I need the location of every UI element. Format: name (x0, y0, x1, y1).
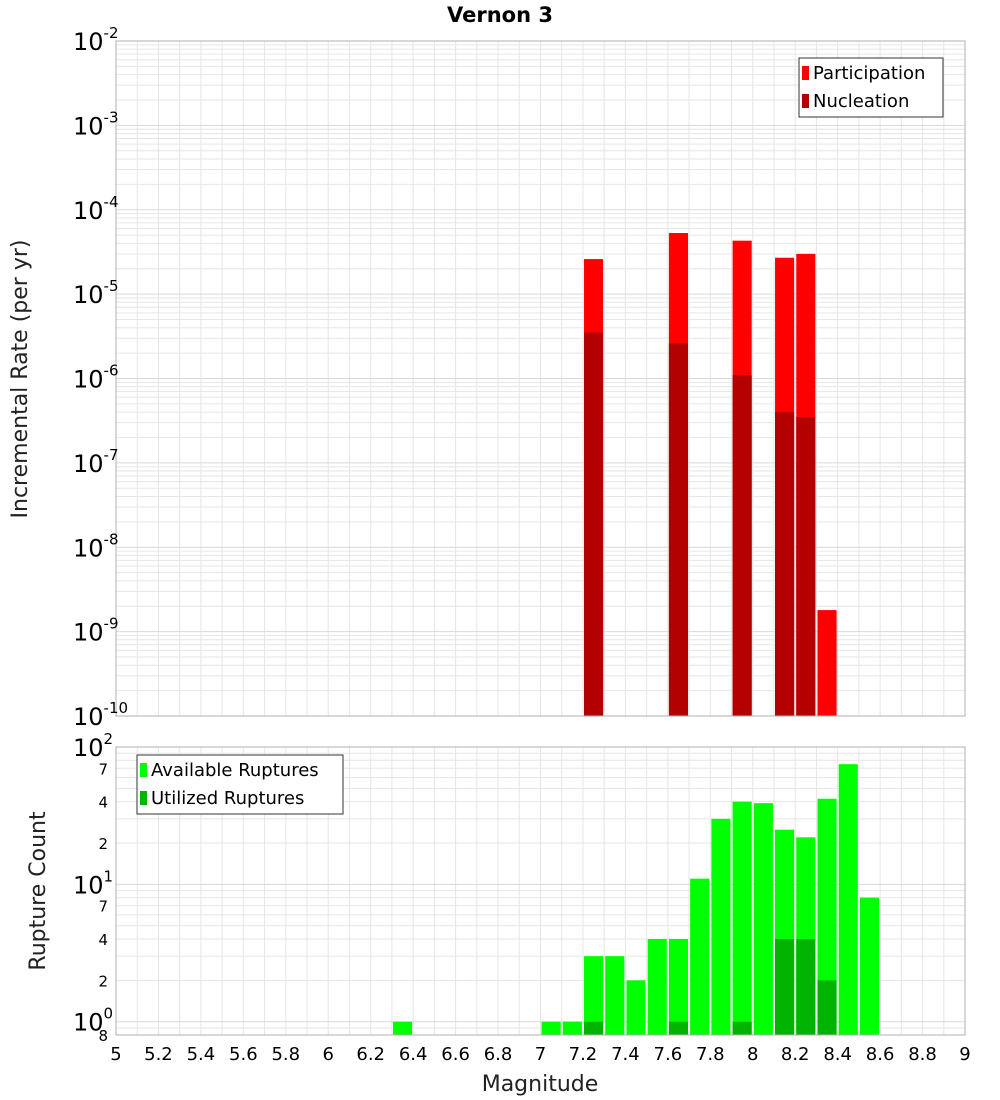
bar-inner-utilized-ruptures (817, 980, 837, 1035)
x-tick-label: 7 (535, 1044, 546, 1065)
chart-title: Vernon 3 (447, 3, 553, 27)
x-tick-label: 6.8 (484, 1044, 513, 1065)
x-tick-label: 5.2 (144, 1044, 173, 1065)
y-minor-tick-label: 2 (98, 835, 108, 853)
top-y-tick-labels: 10-2 10-3 10-4 10-5 10-6 10-7 10-8 10-9 10-10 (73, 24, 128, 731)
bottom-y-axis-label: Rupture Count (26, 811, 51, 971)
y-minor-tick-label: 7 (98, 760, 108, 778)
x-tick-label: 6.4 (399, 1044, 428, 1065)
y-minor-tick-label: 7 (98, 898, 108, 916)
bar-inner-utilized-ruptures (775, 939, 795, 1035)
bar-inner-nucleation (732, 375, 752, 716)
bottom-plot-bars (392, 764, 880, 1035)
x-tick-labels: 5 5.2 5.4 5.6 5.8 6 6.2 6.4 6.6 6.8 7 7.2 7.4 7.6 7.8 8… (110, 1044, 970, 1065)
x-tick-label: 5.8 (271, 1044, 300, 1065)
y-tick-label: 10-9 (73, 615, 119, 647)
y-minor-tick-label: 4 (98, 931, 108, 949)
x-tick-label: 7.2 (569, 1044, 598, 1065)
bar-available-ruptures (626, 980, 646, 1035)
x-tick-label: 9 (959, 1044, 970, 1065)
bar-available-ruptures (647, 939, 667, 1035)
top-y-axis-label: Incremental Rate (per yr) (8, 240, 33, 519)
x-tick-label: 8.6 (866, 1044, 895, 1065)
bar-available-ruptures (817, 798, 837, 1035)
y-tick-label: 10-5 (73, 277, 119, 309)
bar-available-ruptures (859, 897, 880, 1035)
bar-available-ruptures (605, 956, 625, 1035)
bar-inner-utilized-ruptures (668, 1021, 689, 1035)
bar-available-ruptures (838, 764, 858, 1035)
bar-available-ruptures (584, 956, 604, 1035)
bar-inner-utilized-ruptures (796, 939, 816, 1035)
x-tick-label: 5 (110, 1044, 121, 1065)
x-tick-label: 5.4 (187, 1044, 216, 1065)
bottom-plot-frame (115, 746, 966, 1036)
legend-swatch-available (140, 763, 147, 777)
bar-inner-utilized-ruptures (584, 1021, 604, 1035)
x-tick-label: 7.8 (696, 1044, 725, 1065)
bar-available-ruptures (753, 803, 773, 1035)
x-tick-label: 6.6 (441, 1044, 470, 1065)
bar-inner-nucleation (796, 416, 816, 716)
legend-label-available: Available Ruptures (151, 760, 319, 781)
x-tick-label: 8 (747, 1044, 758, 1065)
top-plot-grid (115, 40, 966, 717)
x-tick-label: 6.2 (356, 1044, 385, 1065)
y-minor-tick-label: 4 (98, 794, 108, 812)
legend-swatch-participation (802, 66, 809, 80)
x-tick-label: 5.6 (229, 1044, 258, 1065)
bar-available-ruptures (732, 801, 752, 1035)
x-tick-label: 8.2 (781, 1044, 810, 1065)
x-tick-label: 7.6 (654, 1044, 683, 1065)
bottom-y-tick-labels: 102 101 100 7 4 2 7 4 2 8 (73, 730, 113, 1045)
bar-inner-nucleation (668, 343, 689, 716)
bar-available-ruptures (562, 1021, 582, 1035)
bottom-legend: Available Ruptures Utilized Ruptures (136, 754, 344, 815)
y-tick-label: 10-3 (73, 108, 119, 140)
y-minor-tick-label: 8 (98, 1027, 108, 1045)
x-axis-label: Magnitude (482, 1072, 599, 1097)
y-tick-label: 100 (73, 1005, 113, 1037)
top-legend: Participation Nucleation (798, 57, 944, 118)
top-legend-box (798, 57, 944, 118)
legend-label-nucleation: Nucleation (813, 91, 909, 112)
top-plot-bars (584, 233, 837, 717)
bar-inner-nucleation (584, 332, 604, 716)
y-tick-label: 10-10 (73, 699, 128, 731)
y-minor-tick-label: 2 (98, 972, 108, 990)
bar-inner-nucleation (775, 412, 795, 716)
bar-available-ruptures (541, 1021, 561, 1035)
y-tick-label: 101 (73, 867, 113, 899)
y-tick-label: 10-7 (73, 446, 119, 478)
bar-available-ruptures (668, 939, 689, 1035)
bar-available-ruptures (690, 878, 710, 1035)
bar-available-ruptures (711, 818, 731, 1035)
legend-swatch-utilized (140, 791, 147, 805)
bottom-legend-box (136, 754, 344, 815)
top-plot-frame (115, 40, 966, 717)
x-tick-label: 8.8 (908, 1044, 937, 1065)
x-tick-label: 7.4 (611, 1044, 640, 1065)
legend-swatch-nucleation (802, 94, 809, 108)
x-tick-label: 8.4 (823, 1044, 852, 1065)
legend-label-utilized: Utilized Ruptures (151, 788, 304, 809)
bar-available-ruptures (392, 1021, 413, 1035)
bar-participation (817, 610, 837, 716)
y-tick-label: 102 (73, 730, 113, 762)
x-tick-label: 6 (323, 1044, 334, 1065)
y-tick-label: 10-8 (73, 530, 119, 562)
bar-inner-utilized-ruptures (732, 1021, 752, 1035)
y-tick-label: 10-4 (73, 193, 119, 225)
y-tick-label: 10-6 (73, 362, 119, 394)
y-tick-label: 10-2 (73, 24, 119, 56)
legend-label-participation: Participation (813, 63, 925, 84)
